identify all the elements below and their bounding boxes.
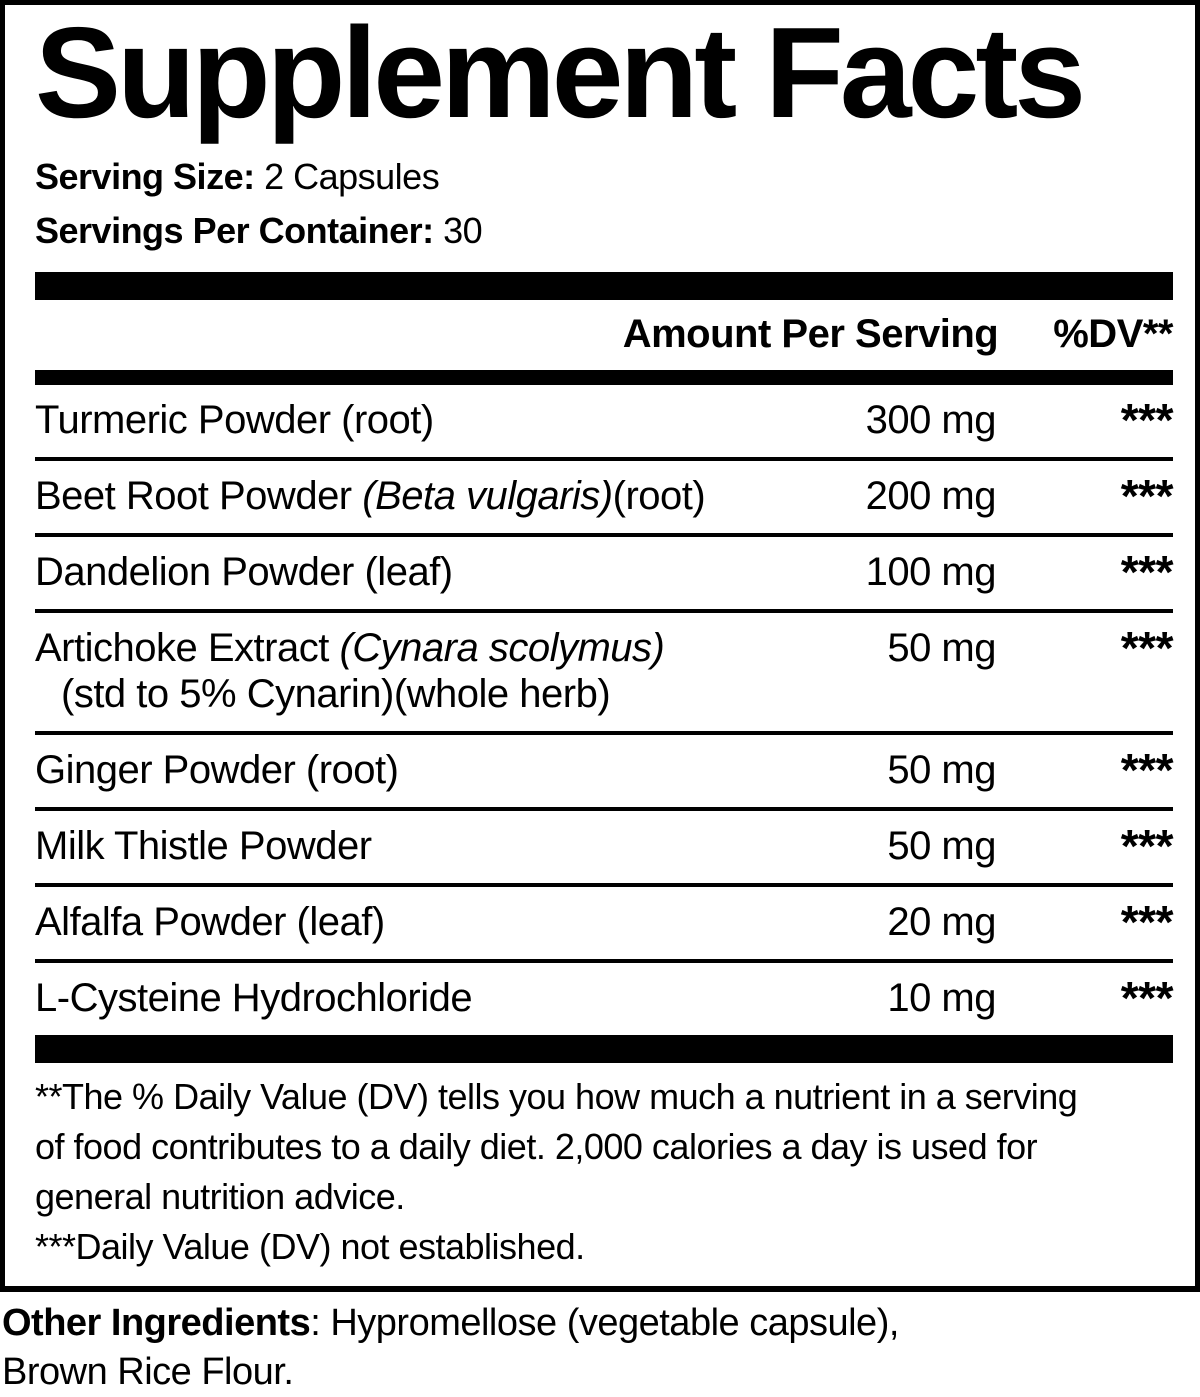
ingredient-name-text: Turmeric Powder (root) bbox=[35, 398, 434, 442]
other-ingredients: Other Ingredients: Hypromellose (vegetab… bbox=[0, 1299, 1200, 1397]
ingredient-name-text: Beet Root Powder bbox=[35, 474, 363, 518]
ingredient-dv: *** bbox=[1120, 896, 1174, 948]
ingredient-amount: 20 mg bbox=[887, 900, 996, 944]
dv-footnote-line3: general nutrition advice. bbox=[35, 1176, 405, 1217]
other-ingredients-text: : Hypromellose (vegetable capsule), bbox=[310, 1302, 899, 1344]
ingredient-name: Alfalfa Powder (leaf) bbox=[35, 899, 846, 945]
ingredient-dv: *** bbox=[1120, 470, 1174, 522]
ingredient-row-ginger: Ginger Powder (root) 50 mg *** bbox=[35, 735, 1174, 811]
ingredient-row-turmeric: Turmeric Powder (root) 300 mg *** bbox=[35, 385, 1174, 461]
ingredient-name-line2: (std to 5% Cynarin)(whole herb) bbox=[61, 672, 611, 716]
servings-per-container-label: Servings Per Container: bbox=[35, 210, 434, 251]
ingredient-name: Artichoke Extract (Cynara scolymus) (std … bbox=[35, 625, 846, 717]
ingredient-dv: *** bbox=[1120, 546, 1174, 598]
serving-info: Serving Size: 2 Capsules Servings Per Co… bbox=[35, 150, 1173, 258]
ingredient-name-text: Alfalfa Powder (leaf) bbox=[35, 900, 385, 944]
dv-footnote-line2: of food contributes to a daily diet. 2,0… bbox=[35, 1126, 1038, 1167]
ingredient-amount: 50 mg bbox=[887, 748, 996, 792]
dv-footnote-line1: **The % Daily Value (DV) tells you how m… bbox=[35, 1076, 1078, 1117]
ingredient-row-artichoke: Artichoke Extract (Cynara scolymus) (std … bbox=[35, 613, 1174, 735]
table-header: Amount Per Serving %DV** bbox=[35, 300, 1174, 370]
ingredient-dv: *** bbox=[1120, 972, 1174, 1024]
dv-not-established-note: ***Daily Value (DV) not established. bbox=[35, 1226, 585, 1267]
ingredient-table: Turmeric Powder (root) 300 mg *** Beet R… bbox=[35, 385, 1174, 1035]
panel-title: Supplement Facts bbox=[35, 1, 1086, 145]
ingredient-name-text: L-Cysteine Hydrochloride bbox=[35, 976, 473, 1020]
ingredient-dv: *** bbox=[1120, 820, 1174, 872]
thick-divider-top bbox=[35, 272, 1173, 300]
supplement-facts-panel: Supplement Facts Serving Size: 2 Capsule… bbox=[0, 0, 1200, 1292]
ingredient-name-suffix: (root) bbox=[612, 474, 706, 518]
other-ingredients-label: Other Ingredients bbox=[2, 1302, 311, 1344]
percent-dv-header: %DV** bbox=[1053, 312, 1173, 356]
servings-per-container-value: 30 bbox=[443, 210, 483, 251]
ingredient-name-text: Milk Thistle Powder bbox=[35, 824, 372, 868]
ingredient-amount: 100 mg bbox=[865, 550, 997, 594]
other-ingredients-line2: Brown Rice Flour. bbox=[2, 1351, 294, 1393]
servings-per-container-line: Servings Per Container: 30 bbox=[35, 204, 1173, 258]
ingredient-amount: 50 mg bbox=[887, 626, 996, 670]
ingredient-amount: 50 mg bbox=[887, 824, 996, 868]
ingredient-row-dandelion: Dandelion Powder (leaf) 100 mg *** bbox=[35, 537, 1174, 613]
ingredient-dv: *** bbox=[1120, 744, 1174, 796]
serving-size-line: Serving Size: 2 Capsules bbox=[35, 150, 1173, 204]
ingredient-name-text: Artichoke Extract bbox=[35, 626, 340, 670]
ingredient-name: Turmeric Powder (root) bbox=[35, 397, 846, 443]
ingredient-dv: *** bbox=[1120, 622, 1174, 674]
ingredient-name: Dandelion Powder (leaf) bbox=[35, 549, 846, 595]
ingredient-row-milk-thistle: Milk Thistle Powder 50 mg *** bbox=[35, 811, 1174, 887]
medium-divider bbox=[35, 370, 1173, 385]
ingredient-botanical-name: (Cynara scolymus) bbox=[339, 626, 665, 670]
footnotes: **The % Daily Value (DV) tells you how m… bbox=[35, 1063, 1173, 1272]
ingredient-row-l-cysteine: L-Cysteine Hydrochloride 10 mg *** bbox=[35, 963, 1174, 1035]
ingredient-name: Milk Thistle Powder bbox=[35, 823, 846, 869]
ingredient-amount: 10 mg bbox=[887, 976, 996, 1020]
ingredient-row-alfalfa: Alfalfa Powder (leaf) 20 mg *** bbox=[35, 887, 1174, 963]
serving-size-label: Serving Size: bbox=[35, 156, 255, 197]
ingredient-amount: 200 mg bbox=[865, 474, 997, 518]
ingredient-row-beet-root: Beet Root Powder (Beta vulgaris)(root) 2… bbox=[35, 461, 1174, 537]
amount-per-serving-header: Amount Per Serving bbox=[622, 312, 999, 356]
ingredient-name-text: Dandelion Powder (leaf) bbox=[35, 550, 453, 594]
ingredient-name: Ginger Powder (root) bbox=[35, 747, 846, 793]
thick-divider-bottom bbox=[35, 1035, 1173, 1063]
ingredient-name: Beet Root Powder (Beta vulgaris)(root) bbox=[35, 473, 846, 519]
ingredient-amount: 300 mg bbox=[865, 398, 997, 442]
ingredient-botanical-name: (Beta vulgaris) bbox=[362, 474, 613, 518]
ingredient-dv: *** bbox=[1120, 394, 1174, 446]
ingredient-name-text: Ginger Powder (root) bbox=[35, 748, 399, 792]
ingredient-name: L-Cysteine Hydrochloride bbox=[35, 975, 846, 1021]
serving-size-value: 2 Capsules bbox=[264, 156, 440, 197]
other-ingredients-line1: Other Ingredients: Hypromellose (vegetab… bbox=[2, 1299, 1200, 1348]
